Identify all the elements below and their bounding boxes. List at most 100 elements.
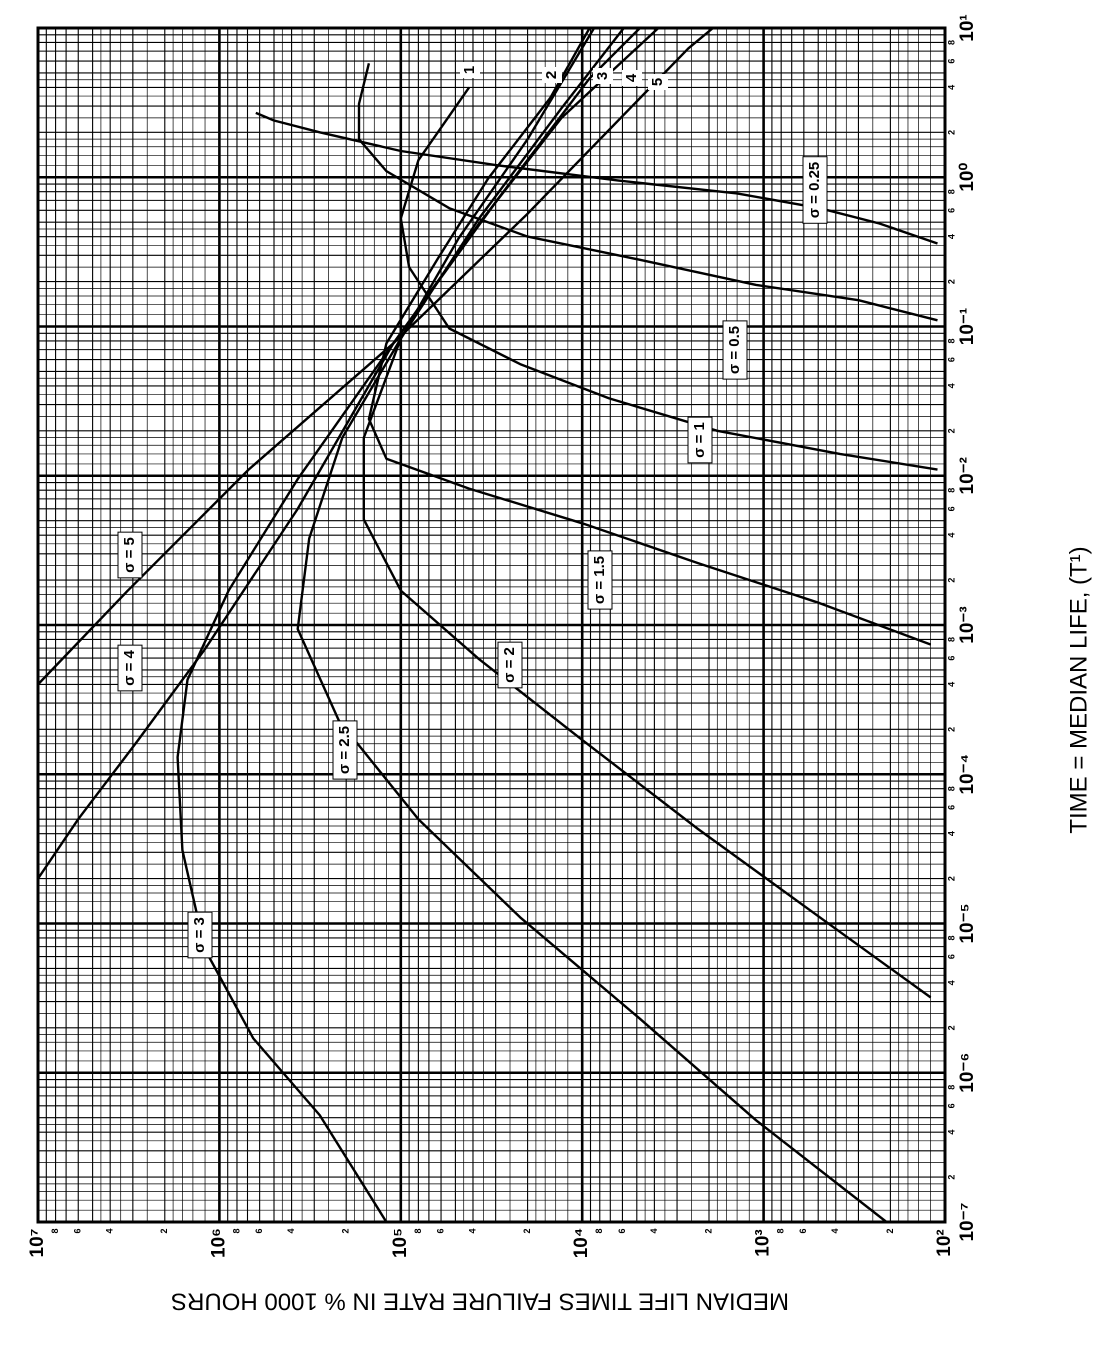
curve-label: σ = 0.25 [806, 162, 823, 219]
grid [36, 26, 947, 1224]
curve [38, 28, 660, 880]
y-minor-tick-label: 8 [413, 1228, 423, 1233]
y-axis-title: MEDIAN LIFE TIMES FAILURE RATE IN % 1000… [171, 1288, 789, 1315]
x-minor-tick-label: 6 [946, 954, 956, 959]
x-minor-tick-label: 2 [946, 1175, 956, 1180]
annotation-box [460, 62, 480, 78]
x-minor-tick-label: 6 [946, 506, 956, 511]
annotation: 4 [623, 73, 640, 82]
curve-label-group: σ = 2 [497, 641, 523, 689]
curve-label: σ = 1.5 [591, 556, 608, 604]
x-minor-tick-label: 6 [946, 59, 956, 64]
annotation: 5 [649, 78, 666, 86]
x-minor-tick-label: 4 [946, 85, 956, 90]
y-minor-tick-label: 4 [649, 1228, 659, 1233]
y-tick-label: 10⁶ [208, 1228, 229, 1258]
x-minor-tick-label: 6 [946, 357, 956, 362]
x-tick-label: 10⁻⁵ [957, 903, 978, 943]
annotation: 1 [461, 66, 478, 74]
annotation-group: 2 [542, 67, 562, 83]
curve [296, 28, 888, 1222]
curve-label: σ = 3 [191, 917, 208, 953]
curve-label: σ = 0.5 [726, 326, 743, 374]
x-minor-tick-label: 2 [946, 1025, 956, 1030]
y-tick-label: 10² [934, 1229, 955, 1256]
x-minor-tick-label: 8 [946, 1085, 956, 1090]
y-minor-tick-label: 8 [231, 1228, 241, 1233]
curve-label-group: σ = 1 [687, 416, 713, 464]
curve-label: σ = 4 [121, 649, 138, 685]
annotation-box [622, 70, 642, 86]
curve [362, 28, 932, 999]
y-minor-tick-label: 4 [830, 1228, 840, 1233]
curve-label-box [117, 531, 143, 579]
x-minor-tick-label: 6 [946, 656, 956, 661]
y-minor-tick-label: 4 [467, 1228, 477, 1233]
curve-label-box [802, 156, 828, 224]
y-minor-tick-label: 4 [286, 1228, 296, 1233]
annotation-group: 3 [593, 68, 613, 84]
curve-label-group: σ = 1.5 [587, 550, 613, 610]
x-minor-tick-label: 8 [946, 488, 956, 493]
x-minor-tick-label: 8 [946, 189, 956, 194]
x-minor-tick-label: 6 [946, 1103, 956, 1108]
x-minor-tick-label: 6 [946, 805, 956, 810]
curve-label-box [187, 911, 213, 959]
y-minor-tick-label: 8 [776, 1228, 786, 1233]
x-minor-tick-label: 2 [946, 578, 956, 583]
y-minor-tick-label: 2 [341, 1228, 351, 1233]
y-minor-tick-label: 6 [617, 1228, 627, 1233]
x-minor-tick-label: 4 [946, 533, 956, 538]
y-minor-tick-label: 6 [435, 1228, 445, 1233]
curve-label: σ = 5 [121, 537, 138, 573]
annotation-group: 4 [622, 70, 642, 86]
x-minor-tick-label: 4 [946, 1130, 956, 1135]
x-axis-title: TIME = MEDIAN LIFE, (T¹) [1065, 546, 1092, 833]
curve [367, 28, 932, 646]
x-tick-label: 10⁰ [957, 162, 978, 191]
plot-frame [36, 26, 947, 1224]
curve-label: σ = 1 [691, 422, 708, 458]
annotation-group: 5 [648, 74, 668, 90]
x-tick-label: 10⁻³ [957, 606, 978, 644]
y-minor-tick-label: 2 [703, 1228, 713, 1233]
curve [255, 111, 938, 245]
curve-label: σ = 2 [501, 647, 518, 683]
x-minor-tick-label: 2 [946, 727, 956, 732]
curve-label-box [722, 320, 748, 380]
annotation: 3 [594, 72, 611, 80]
y-minor-tick-label: 2 [159, 1228, 169, 1233]
x-minor-tick-label: 8 [946, 338, 956, 343]
annotation-box [593, 68, 613, 84]
curve-label-box [587, 550, 613, 610]
x-tick-label: 10⁻¹ [957, 308, 978, 346]
curve-label-box [332, 720, 358, 780]
y-minor-tick-label: 6 [254, 1228, 264, 1233]
annotation-group: 1 [460, 62, 480, 78]
curve-label-box [687, 416, 713, 464]
annotation-box [648, 74, 668, 90]
x-minor-tick-label: 8 [946, 637, 956, 642]
x-minor-tick-label: 4 [946, 383, 956, 388]
y-minor-tick-label: 6 [798, 1228, 808, 1233]
y-minor-tick-label: 6 [73, 1228, 83, 1233]
x-minor-tick-label: 6 [946, 208, 956, 213]
annotation: 2 [543, 71, 560, 79]
x-minor-tick-label: 2 [946, 876, 956, 881]
x-minor-tick-label: 4 [946, 234, 956, 239]
y-minor-tick-label: 8 [594, 1228, 604, 1233]
curve [399, 86, 938, 471]
x-minor-tick-label: 8 [946, 786, 956, 791]
y-tick-label: 10⁷ [27, 1228, 48, 1257]
x-minor-tick-label: 2 [946, 279, 956, 284]
x-minor-tick-label: 4 [946, 682, 956, 687]
y-minor-tick-label: 8 [50, 1228, 60, 1233]
curve-label-group: σ = 5 [117, 531, 143, 579]
y-tick-label: 10⁵ [390, 1228, 411, 1258]
y-minor-tick-label: 4 [105, 1228, 115, 1233]
curve-label: σ = 2.5 [336, 726, 353, 774]
curve [38, 28, 714, 686]
x-tick-label: 10⁻² [957, 457, 978, 495]
